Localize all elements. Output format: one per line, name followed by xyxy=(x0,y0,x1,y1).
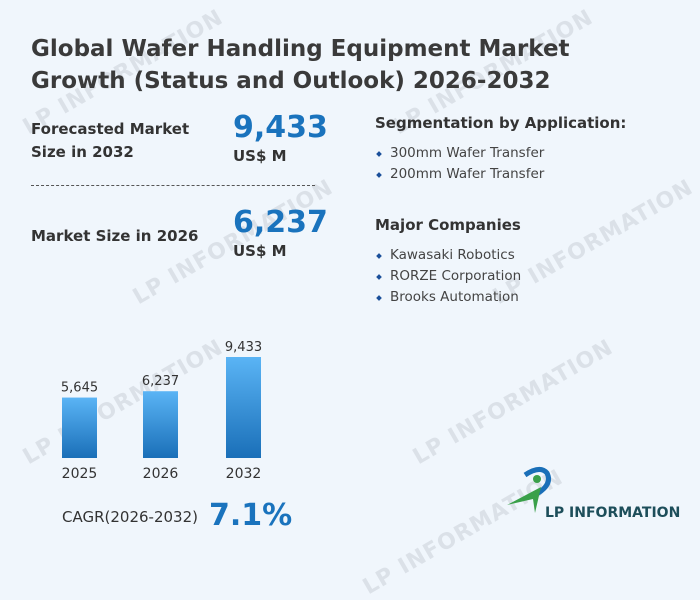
x-tick-label: 2026 xyxy=(143,466,179,482)
page-title: Global Wafer Handling Equipment Market G… xyxy=(31,36,570,94)
current-value: 6,237 xyxy=(233,205,328,240)
bar-2032 xyxy=(226,357,261,458)
bar-2025 xyxy=(62,397,97,458)
cagr-label: CAGR(2026-2032) xyxy=(62,508,198,526)
companies-list: Kawasaki Robotics RORZE Corporation Broo… xyxy=(375,245,521,308)
list-item: 300mm Wafer Transfer xyxy=(375,143,544,164)
forecast-label: Forecasted Market Size in 2032 xyxy=(31,120,190,161)
list-item: Brooks Automation xyxy=(375,287,521,308)
cagr-value: 7.1% xyxy=(209,498,293,533)
data-label: 9,433 xyxy=(225,340,262,355)
list-item: RORZE Corporation xyxy=(375,266,521,287)
bar-2026 xyxy=(143,391,178,458)
list-item: Kawasaki Robotics xyxy=(375,245,521,266)
forecast-value: 9,433 xyxy=(233,110,328,145)
x-tick-label: 2032 xyxy=(226,466,262,482)
x-tick-label: 2025 xyxy=(62,466,98,482)
segmentation-list: 300mm Wafer Transfer 200mm Wafer Transfe… xyxy=(375,143,544,185)
divider xyxy=(31,185,315,186)
list-item: 200mm Wafer Transfer xyxy=(375,164,544,185)
current-unit: US$ M xyxy=(233,242,287,260)
segmentation-title: Segmentation by Application: xyxy=(375,114,627,132)
companies-title: Major Companies xyxy=(375,216,521,234)
watermark: LP INFORMATION xyxy=(408,335,618,470)
lp-information-logo-icon xyxy=(507,467,551,513)
logo-text: LP INFORMATION xyxy=(545,505,681,521)
bar-chart: 5,645 2025 6,237 2026 9,433 2032 xyxy=(61,340,262,482)
current-label: Market Size in 2026 xyxy=(31,227,199,245)
data-label: 6,237 xyxy=(142,374,179,389)
forecast-unit: US$ M xyxy=(233,147,287,165)
data-label: 5,645 xyxy=(61,381,98,396)
